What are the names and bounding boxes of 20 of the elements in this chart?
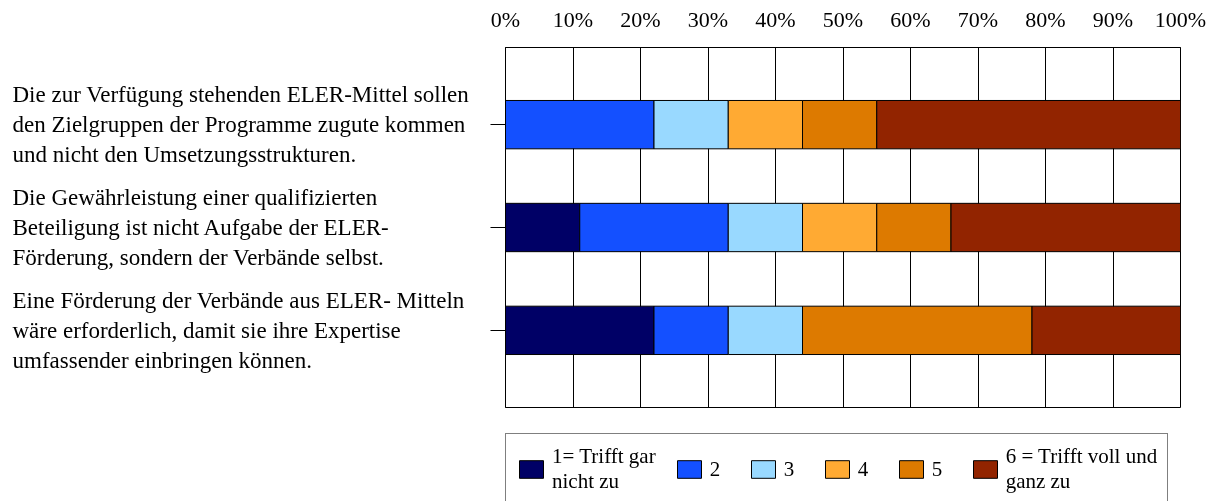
x-tick-label: 30%	[687, 6, 729, 32]
y-tick-label: Die zur Verfügung stehenden ELER-Mittel sollen den Zielgruppen der Programme zugute kommen und nicht den Umsetzungsstrukturen.	[12, 82, 470, 168]
legend-label: 5	[931, 456, 944, 482]
legend-label: 1= Trifft gar nicht zu	[552, 444, 656, 494]
legend-label: 4	[857, 456, 870, 482]
x-tick-label: 20%	[620, 6, 661, 32]
x-tick-label: 100%	[1154, 6, 1207, 32]
x-tick-label: 70%	[957, 6, 999, 32]
y-tick-label: Die Gewährleistung einer qualifizierten Beteiligung ist nicht Aufgabe der ELER- Förderung, sondern der Verbände selbst.	[12, 185, 389, 270]
x-tick-label: 90%	[1092, 6, 1134, 32]
x-tick-label: 0%	[490, 6, 521, 32]
legend-label: 3	[783, 456, 796, 482]
legend-label: 6 = Trifft voll und ganz zu	[1005, 444, 1158, 494]
x-tick-label: 60%	[890, 6, 931, 32]
x-tick-label: 80%	[1025, 6, 1066, 32]
x-tick-label: 50%	[822, 6, 864, 32]
legend-label: 2	[709, 456, 722, 482]
x-tick-label: 10%	[552, 6, 594, 32]
y-tick-label: Eine Förderung der Verbände aus ELER- Mitteln wäre erforderlich, damit sie ihre Expertise umfassender einbringen können.	[12, 287, 465, 373]
x-tick-label: 40%	[755, 6, 796, 32]
